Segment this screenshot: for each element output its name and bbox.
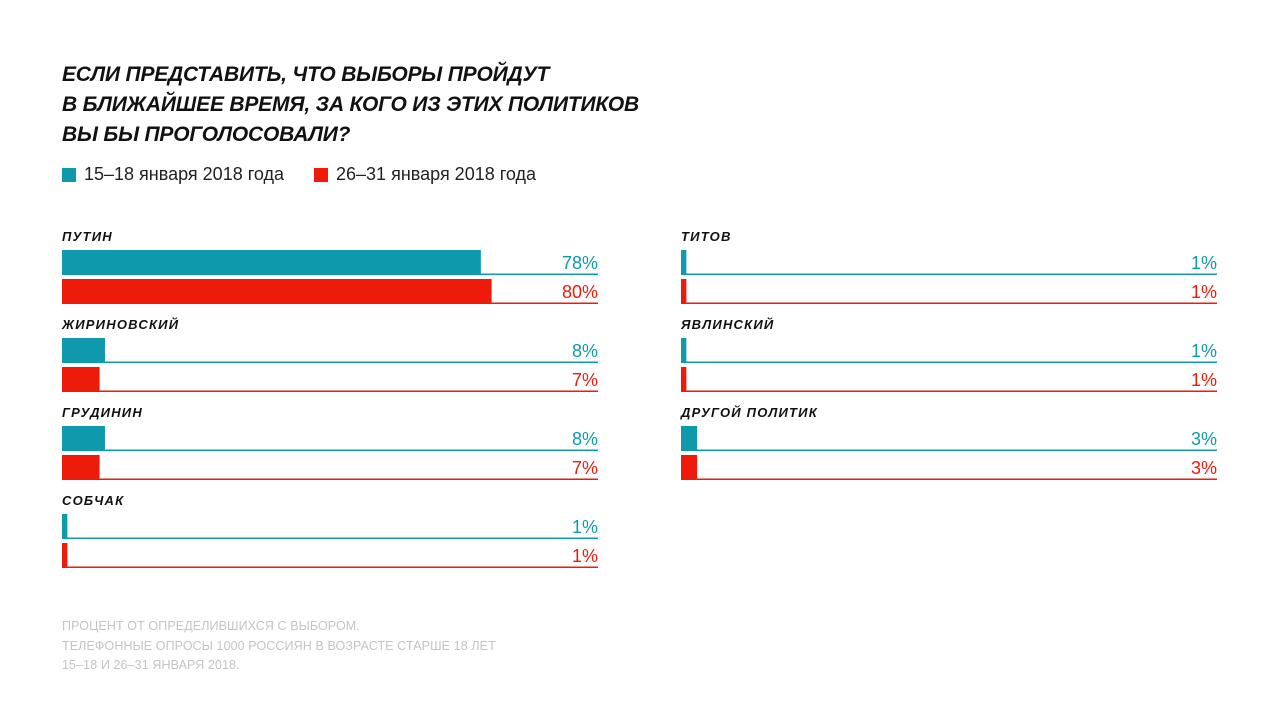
bar [62,543,68,568]
title-line: ЕСЛИ ПРЕДСТАВИТЬ, ЧТО ВЫБОРЫ ПРОЙДУТ [62,63,550,86]
footnote-line: ТЕЛЕФОННЫЕ ОПРОСЫ 1000 РОССИЯН В ВОЗРАСТ… [62,638,496,653]
bar [681,338,687,363]
title-line: В БЛИЖАЙШЕЕ ВРЕМЯ, ЗА КОГО ИЗ ЭТИХ ПОЛИТ… [62,93,639,116]
value-label: 3% [1191,429,1217,449]
value-label: 8% [572,429,598,449]
bar [62,426,105,451]
footnote-line: 15–18 И 26–31 ЯНВАРЯ 2018. [62,658,240,672]
value-label: 1% [1191,253,1217,273]
footnote: ПРОЦЕНТ ОТ ОПРЕДЕЛИВШИХСЯ С ВЫБОРОМ. ТЕЛ… [62,617,496,676]
legend-label-period-2: 26–31 января 2018 года [336,164,537,184]
value-label: 1% [572,546,598,566]
value-label: 3% [1191,458,1217,478]
value-label: 7% [572,370,598,390]
bar [62,455,100,480]
legend-swatch-red [314,167,329,182]
value-label: 80% [562,282,598,302]
category-label: ЯВЛИНСКИЙ [680,316,774,332]
bar [62,338,105,363]
value-label: 7% [572,458,598,478]
bar [62,367,100,392]
footnote-line: ПРОЦЕНТ ОТ ОПРЕДЕЛИВШИХСЯ С ВЫБОРОМ. [62,619,360,633]
category-label: ЖИРИНОВСКИЙ [61,316,179,332]
category-label: ПУТИН [62,229,113,244]
chart-title: ЕСЛИ ПРЕДСТАВИТЬ, ЧТО ВЫБОРЫ ПРОЙДУТ В Б… [62,60,639,150]
category-label: ТИТОВ [681,229,732,244]
bar [681,455,698,480]
title-line: ВЫ БЫ ПРОГОЛОСОВАЛИ? [62,123,351,146]
category-label: СОБЧАК [62,493,124,508]
value-label: 1% [1191,282,1217,302]
legend: 15–18 января 2018 года 26–31 января 2018… [62,164,566,185]
category-label: ДРУГОЙ ПОЛИТИК [680,404,818,420]
value-label: 1% [1191,370,1217,390]
legend-label-period-1: 15–18 января 2018 года [84,164,285,184]
value-label: 8% [572,341,598,361]
value-label: 1% [572,517,598,537]
value-label: 1% [1191,341,1217,361]
bar [681,250,687,275]
bar [62,514,68,539]
bar [62,250,481,275]
bar-chart: ПУТИН 78% 80% ЖИРИНОВСКИЙ 8% 7% ГРУДИНИН 8% 7% СО… [61,229,1217,568]
legend-item-period-2: 26–31 января 2018 года [314,164,536,185]
bar [681,279,687,304]
bar [681,426,698,451]
value-label: 78% [562,253,598,273]
bar [62,279,492,304]
bar [681,367,687,392]
category-label: ГРУДИНИН [62,405,143,420]
legend-item-period-1: 15–18 января 2018 года [62,164,284,185]
legend-swatch-teal [62,167,76,182]
